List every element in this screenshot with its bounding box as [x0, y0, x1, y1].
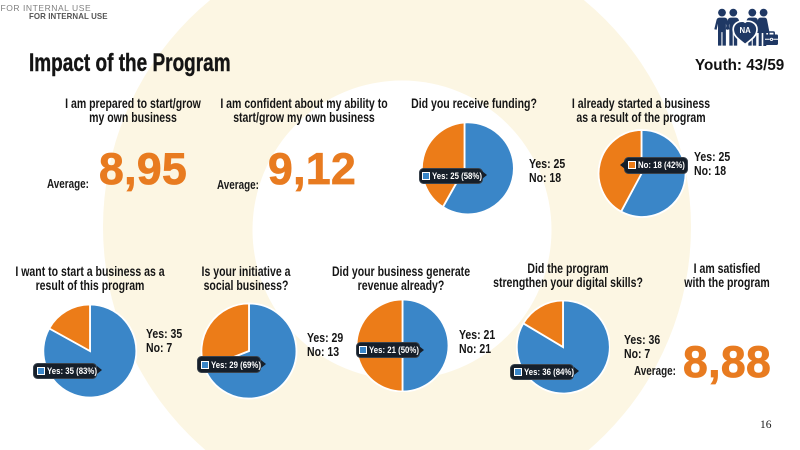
svg-text:NA: NA — [739, 26, 751, 35]
